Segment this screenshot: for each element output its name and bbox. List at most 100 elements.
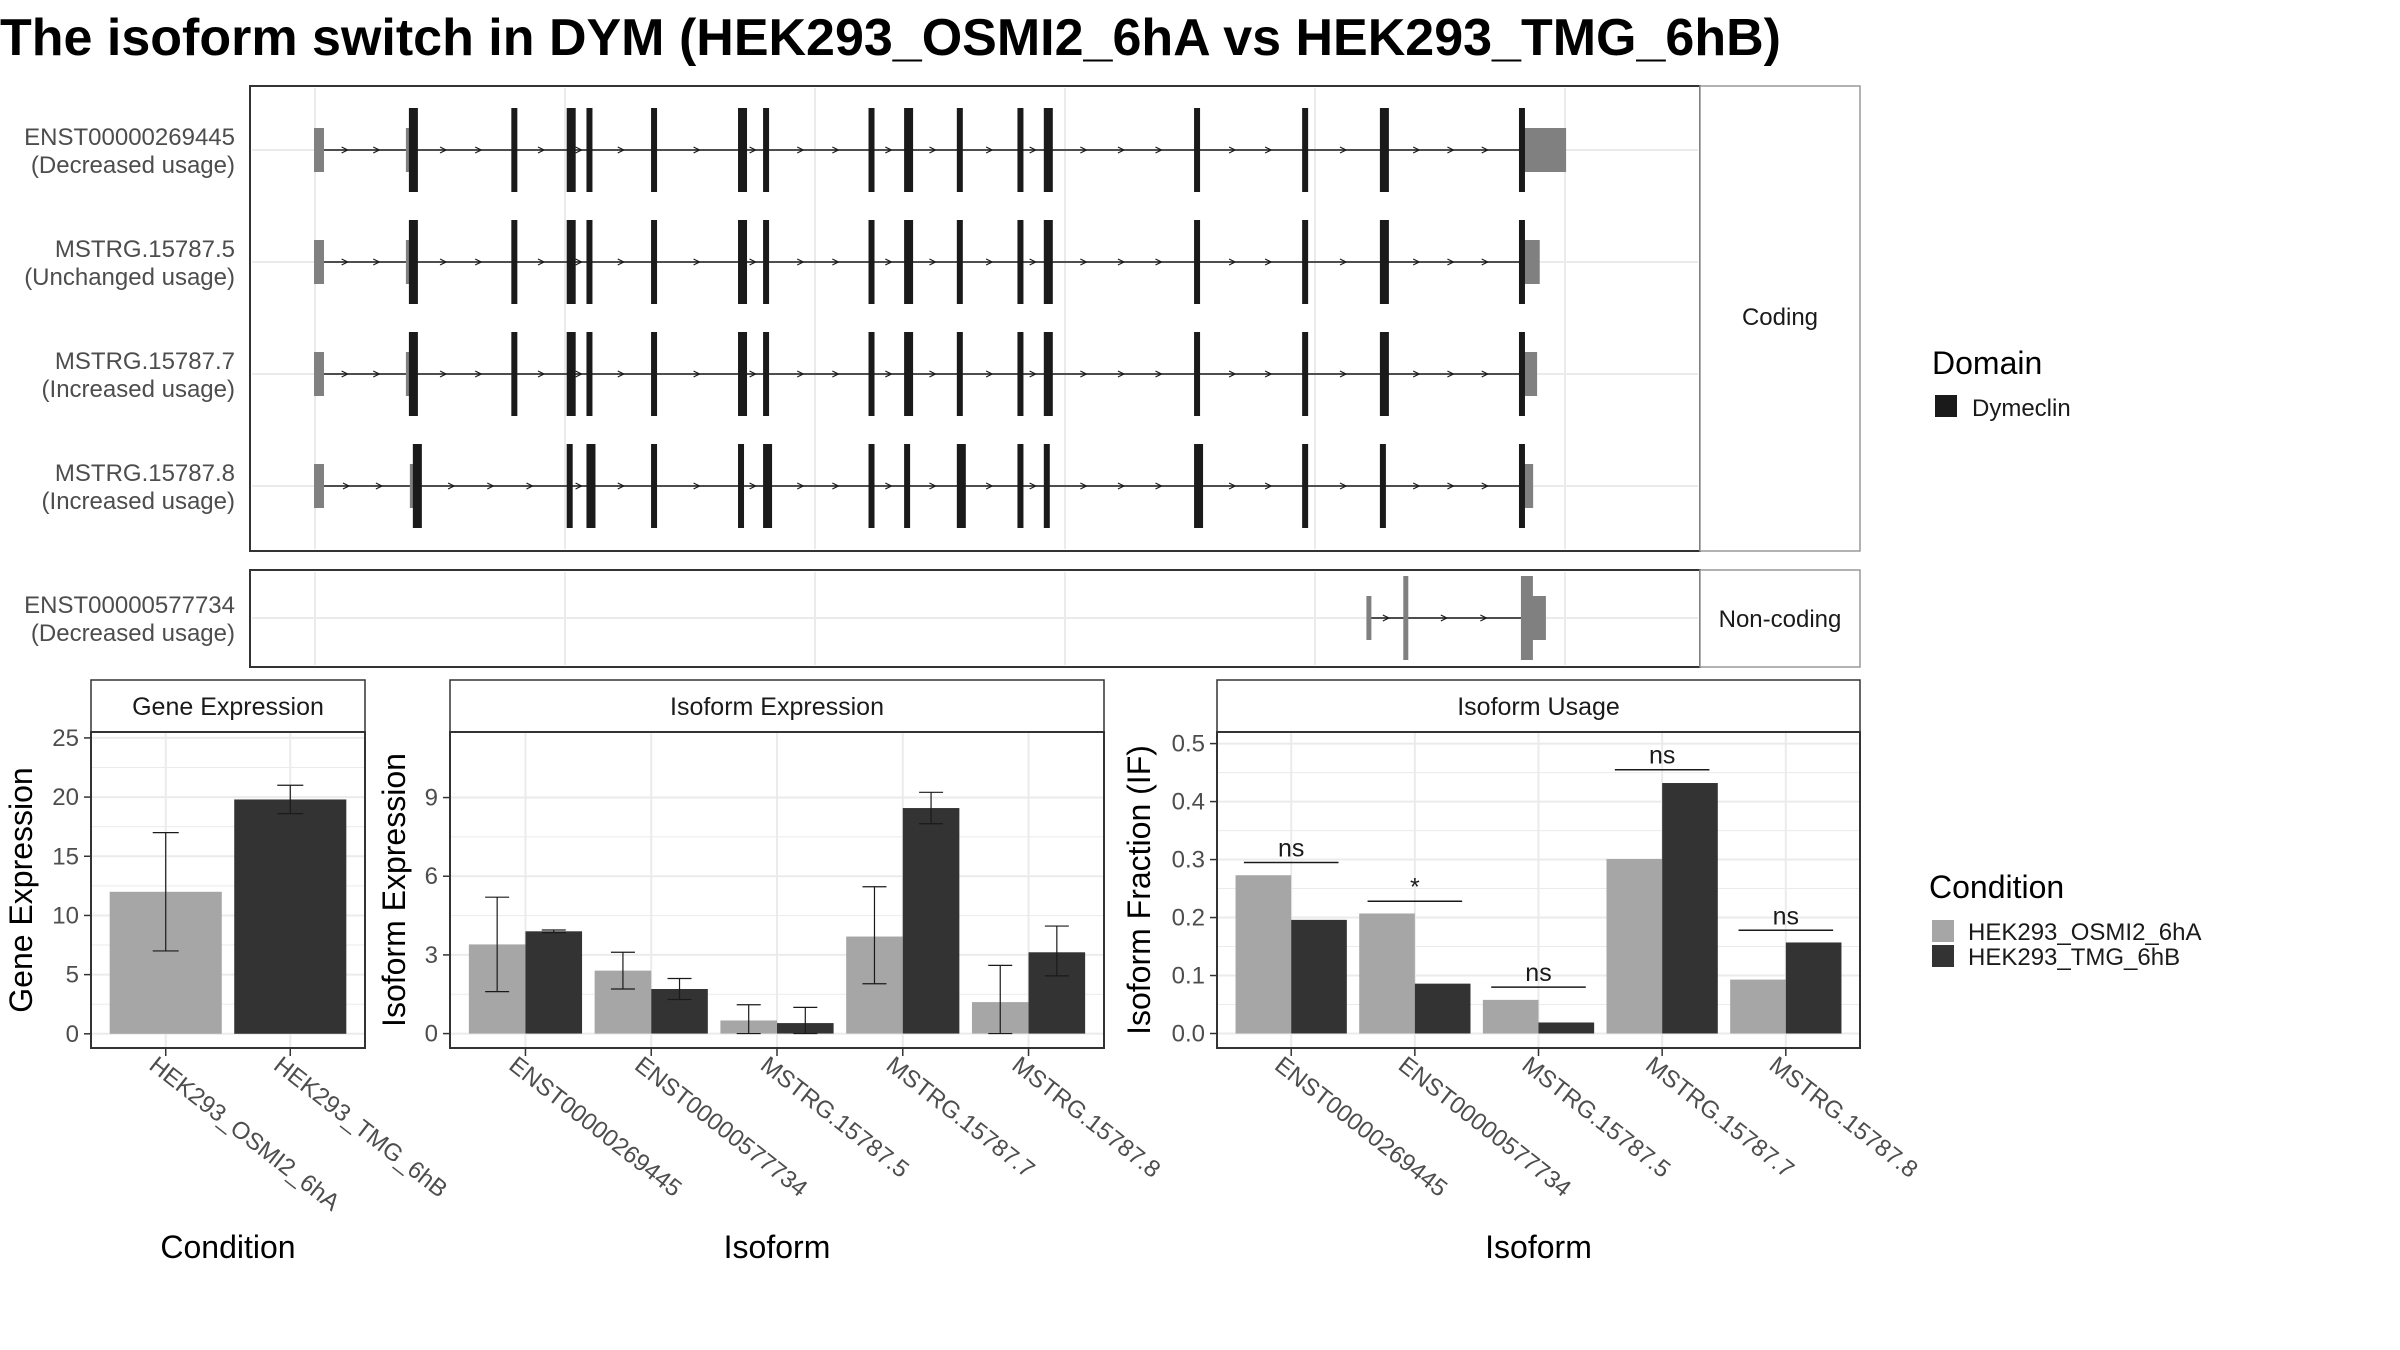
- cds-exon: [763, 108, 770, 192]
- intron-direction-arrow: [1481, 370, 1490, 378]
- cds-exon: [1043, 108, 1053, 192]
- intron-direction-arrow: [1481, 482, 1490, 490]
- intron-direction-arrow: [796, 370, 805, 378]
- intron-direction-arrow: [796, 482, 805, 490]
- transcript-usage-label: (Unchanged usage): [24, 264, 235, 291]
- cds-exon: [738, 108, 748, 192]
- intron-direction-arrow: [617, 258, 626, 266]
- y-tick-label: 0.1: [1172, 963, 1205, 990]
- cds-exon: [763, 444, 773, 528]
- intron-direction-arrow: [537, 258, 546, 266]
- significance-label: ns: [1773, 902, 1799, 930]
- bar: [1538, 1022, 1595, 1034]
- cds-exon: [1194, 220, 1201, 304]
- intron-direction-arrow: [693, 146, 701, 154]
- y-axis-title: Isoform Fraction (IF): [1121, 745, 1157, 1035]
- intron-direction-arrow: [1412, 258, 1421, 266]
- transcript-id-label: MSTRG.15787.5: [55, 236, 235, 263]
- significance-label: *: [1410, 873, 1420, 901]
- cds-exon: [511, 108, 518, 192]
- intron-direction-arrow: [1412, 482, 1421, 490]
- bar: [1730, 979, 1786, 1034]
- intron-direction-arrow: [1481, 146, 1490, 154]
- intron-direction-arrow: [693, 482, 701, 490]
- bar: [1482, 999, 1539, 1034]
- cds-exon: [904, 444, 911, 528]
- y-tick-label: 0.4: [1172, 789, 1205, 816]
- intron-direction-arrow: [1339, 146, 1348, 154]
- cds-exon: [586, 444, 596, 528]
- intron-direction-arrow: [1155, 258, 1163, 266]
- intron-direction-arrow: [1447, 258, 1455, 266]
- cds-exon: [408, 332, 418, 416]
- utr-exon: [314, 240, 324, 284]
- intron-direction-arrow: [1228, 258, 1237, 266]
- y-tick-label: 5: [66, 962, 79, 989]
- cds-exon: [1379, 220, 1389, 304]
- bar: [1662, 783, 1718, 1034]
- intron-direction-arrow: [372, 370, 381, 378]
- cds-exon: [1302, 444, 1309, 528]
- cds-exon: [651, 444, 658, 528]
- y-tick-label: 15: [52, 843, 79, 870]
- intron-direction-arrow: [1117, 146, 1126, 154]
- intron-direction-arrow: [439, 146, 448, 154]
- intron-direction-arrow: [617, 370, 626, 378]
- cds-exon: [868, 220, 875, 304]
- cds-exon: [566, 444, 573, 528]
- intron-direction-arrow: [985, 370, 994, 378]
- y-axis-title: Gene Expression: [3, 767, 39, 1012]
- intron-direction-arrow: [1080, 482, 1088, 490]
- intron-direction-arrow: [1447, 146, 1455, 154]
- cds-exon: [1043, 332, 1053, 416]
- bar: [902, 808, 960, 1034]
- cds-exon: [408, 108, 418, 192]
- noncoding-exon: [1403, 576, 1409, 660]
- intron-direction-arrow: [375, 482, 384, 490]
- cds-exon: [651, 332, 658, 416]
- x-axis-title: Condition: [160, 1229, 295, 1265]
- panel-strip: [90, 679, 366, 733]
- intron-direction-arrow: [1080, 258, 1088, 266]
- cds-exon: [956, 444, 966, 528]
- intron-direction-arrow: [439, 370, 448, 378]
- intron-direction-arrow: [1080, 370, 1088, 378]
- intron-direction-arrow: [372, 146, 381, 154]
- intron-direction-arrow: [1117, 370, 1126, 378]
- cds-exon: [904, 108, 914, 192]
- cds-exon: [408, 220, 418, 304]
- intron-direction-arrow: [885, 370, 893, 378]
- condition-legend: Condition HEK293_OSMI2_6hA HEK293_TMG_6h…: [1929, 869, 2201, 971]
- intron-direction-arrow: [749, 258, 757, 266]
- significance-label: ns: [1649, 742, 1675, 770]
- cds-exon: [738, 220, 748, 304]
- cds-exon: [651, 108, 658, 192]
- coding-strip: [1699, 85, 1861, 552]
- cds-exon: [738, 332, 748, 416]
- domain-legend-title: Domain: [1932, 345, 2042, 381]
- y-tick-label: 9: [425, 785, 438, 812]
- cds-exon: [1017, 444, 1024, 528]
- intron-direction-arrow: [985, 146, 994, 154]
- intron-direction-arrow: [1447, 370, 1455, 378]
- significance-label: ns: [1525, 959, 1551, 987]
- condition-legend-key-b: [1932, 945, 1954, 967]
- intron-direction-arrow: [749, 370, 757, 378]
- utr-exon: [1519, 128, 1567, 172]
- cds-exon: [1194, 108, 1201, 192]
- transcript-id-label: ENST00000577734: [24, 592, 235, 619]
- intron-direction-arrow: [617, 146, 626, 154]
- utr-exon: [314, 128, 324, 172]
- intron-direction-arrow: [372, 258, 381, 266]
- y-tick-label: 0: [66, 1021, 79, 1048]
- cds-exon: [1302, 108, 1309, 192]
- intron-direction-arrow: [1117, 482, 1126, 490]
- intron-direction-arrow: [341, 258, 349, 266]
- transcript-id-label: MSTRG.15787.8: [55, 460, 235, 487]
- cds-exon: [1518, 444, 1525, 528]
- transcript-id-label: ENST00000269445: [24, 124, 235, 151]
- intron-direction-arrow: [1080, 146, 1088, 154]
- y-tick-label: 0.2: [1172, 905, 1205, 932]
- cds-exon: [1017, 220, 1024, 304]
- intron-direction-arrow: [617, 482, 626, 490]
